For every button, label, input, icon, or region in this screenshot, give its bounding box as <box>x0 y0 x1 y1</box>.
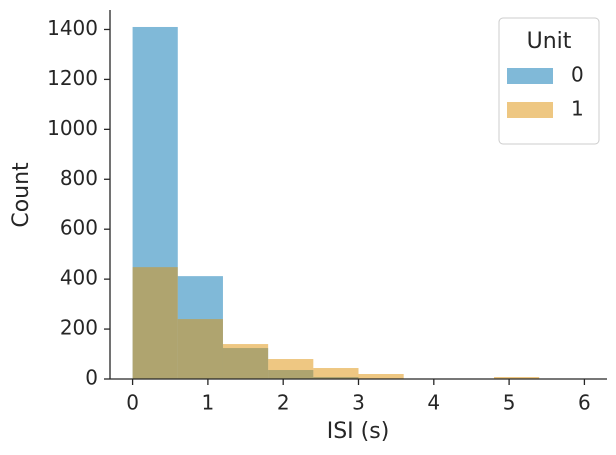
y-tick-label: 0 <box>85 366 98 390</box>
bar <box>313 368 359 379</box>
legend-swatch <box>507 68 553 84</box>
bar <box>132 267 178 379</box>
y-tick-label: 1000 <box>47 116 98 140</box>
x-tick-label: 2 <box>277 391 290 415</box>
y-tick-label: 1200 <box>47 66 98 90</box>
legend-label: 0 <box>571 63 584 87</box>
x-tick-label: 5 <box>503 391 516 415</box>
x-tick-label: 3 <box>352 391 365 415</box>
legend-swatch <box>507 102 553 118</box>
legend-title: Unit <box>527 29 572 54</box>
x-tick-label: 4 <box>427 391 440 415</box>
x-tick-label: 1 <box>202 391 215 415</box>
bar <box>494 377 540 379</box>
y-tick-label: 200 <box>60 316 98 340</box>
bar <box>222 344 269 379</box>
bar <box>358 374 404 379</box>
y-tick-label: 600 <box>60 216 98 240</box>
y-axis-label: Count <box>9 162 34 228</box>
legend-label: 1 <box>571 97 584 121</box>
y-tick-label: 800 <box>60 166 98 190</box>
x-axis-label: ISI (s) <box>327 419 390 444</box>
bar <box>268 359 314 379</box>
x-tick-label: 6 <box>578 391 591 415</box>
y-tick-label: 1400 <box>47 16 98 40</box>
bar <box>177 319 223 379</box>
x-tick-label: 0 <box>126 391 139 415</box>
y-tick-label: 400 <box>60 266 98 290</box>
